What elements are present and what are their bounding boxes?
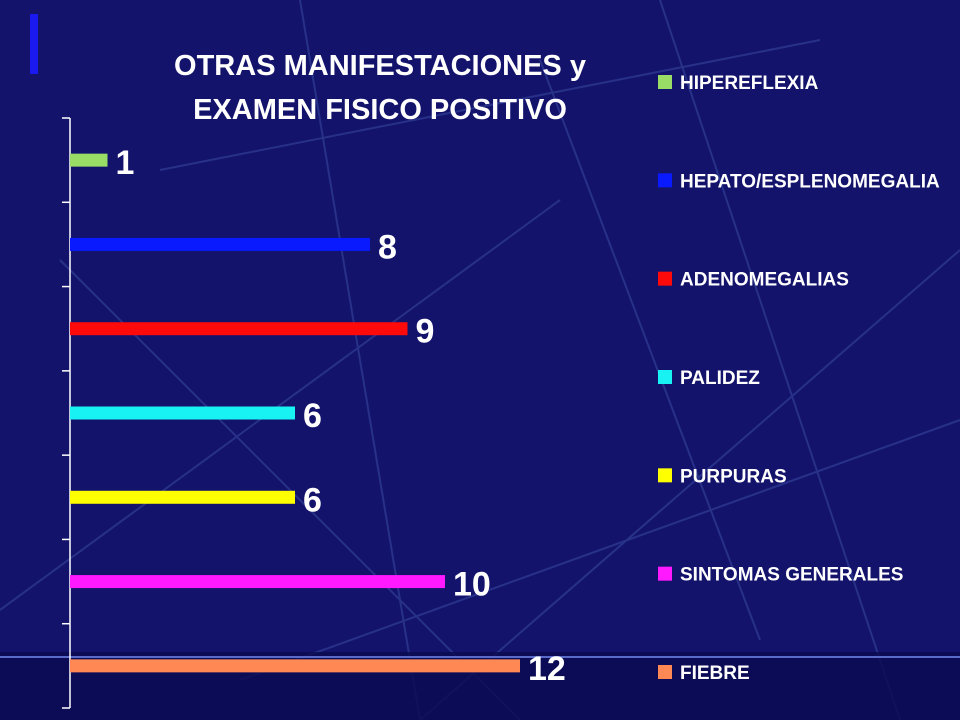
title-accent-bar [30, 14, 38, 74]
data-label: 8 [378, 228, 397, 266]
bar-adenomegalias [70, 322, 408, 336]
data-label: 6 [303, 481, 322, 519]
legend-label: PURPURAS [680, 466, 787, 487]
bar-palidez [70, 406, 295, 420]
legend-swatch [658, 75, 672, 89]
data-label: 10 [453, 566, 491, 604]
legend-label: HIPEREFLEXIA [680, 73, 819, 94]
data-label: 12 [528, 650, 566, 688]
data-label: 9 [416, 313, 435, 351]
legend-swatch [658, 566, 672, 581]
bar-purpuras [70, 490, 295, 504]
data-label: 1 [116, 144, 135, 182]
legend-swatch [658, 665, 672, 679]
chart-title-line-1: OTRAS MANIFESTACIONES y [174, 50, 586, 82]
legend-label: FIEBRE [680, 663, 750, 684]
legend-swatch [658, 271, 672, 286]
chart-title: OTRAS MANIFESTACIONES y EXAMEN FISICO PO… [120, 44, 640, 132]
legend-swatch [658, 468, 672, 483]
legend-label: PALIDEZ [680, 368, 760, 389]
bar-fiebre [70, 659, 520, 673]
legend-label: HEPATO/ESPLENOMEGALIA [680, 171, 940, 192]
bar-sintomas-generales [70, 575, 445, 589]
bar-hipereflexia [70, 153, 108, 167]
legend-swatch [658, 370, 672, 384]
data-label: 6 [303, 397, 322, 435]
chart-title-line-2: EXAMEN FISICO POSITIVO [193, 94, 567, 126]
bar-hepato-esplenomegalia [70, 237, 370, 251]
legend-swatch [658, 173, 672, 188]
legend-label: ADENOMEGALIAS [680, 270, 849, 291]
legend-label: SINTOMAS GENERALES [680, 565, 903, 586]
